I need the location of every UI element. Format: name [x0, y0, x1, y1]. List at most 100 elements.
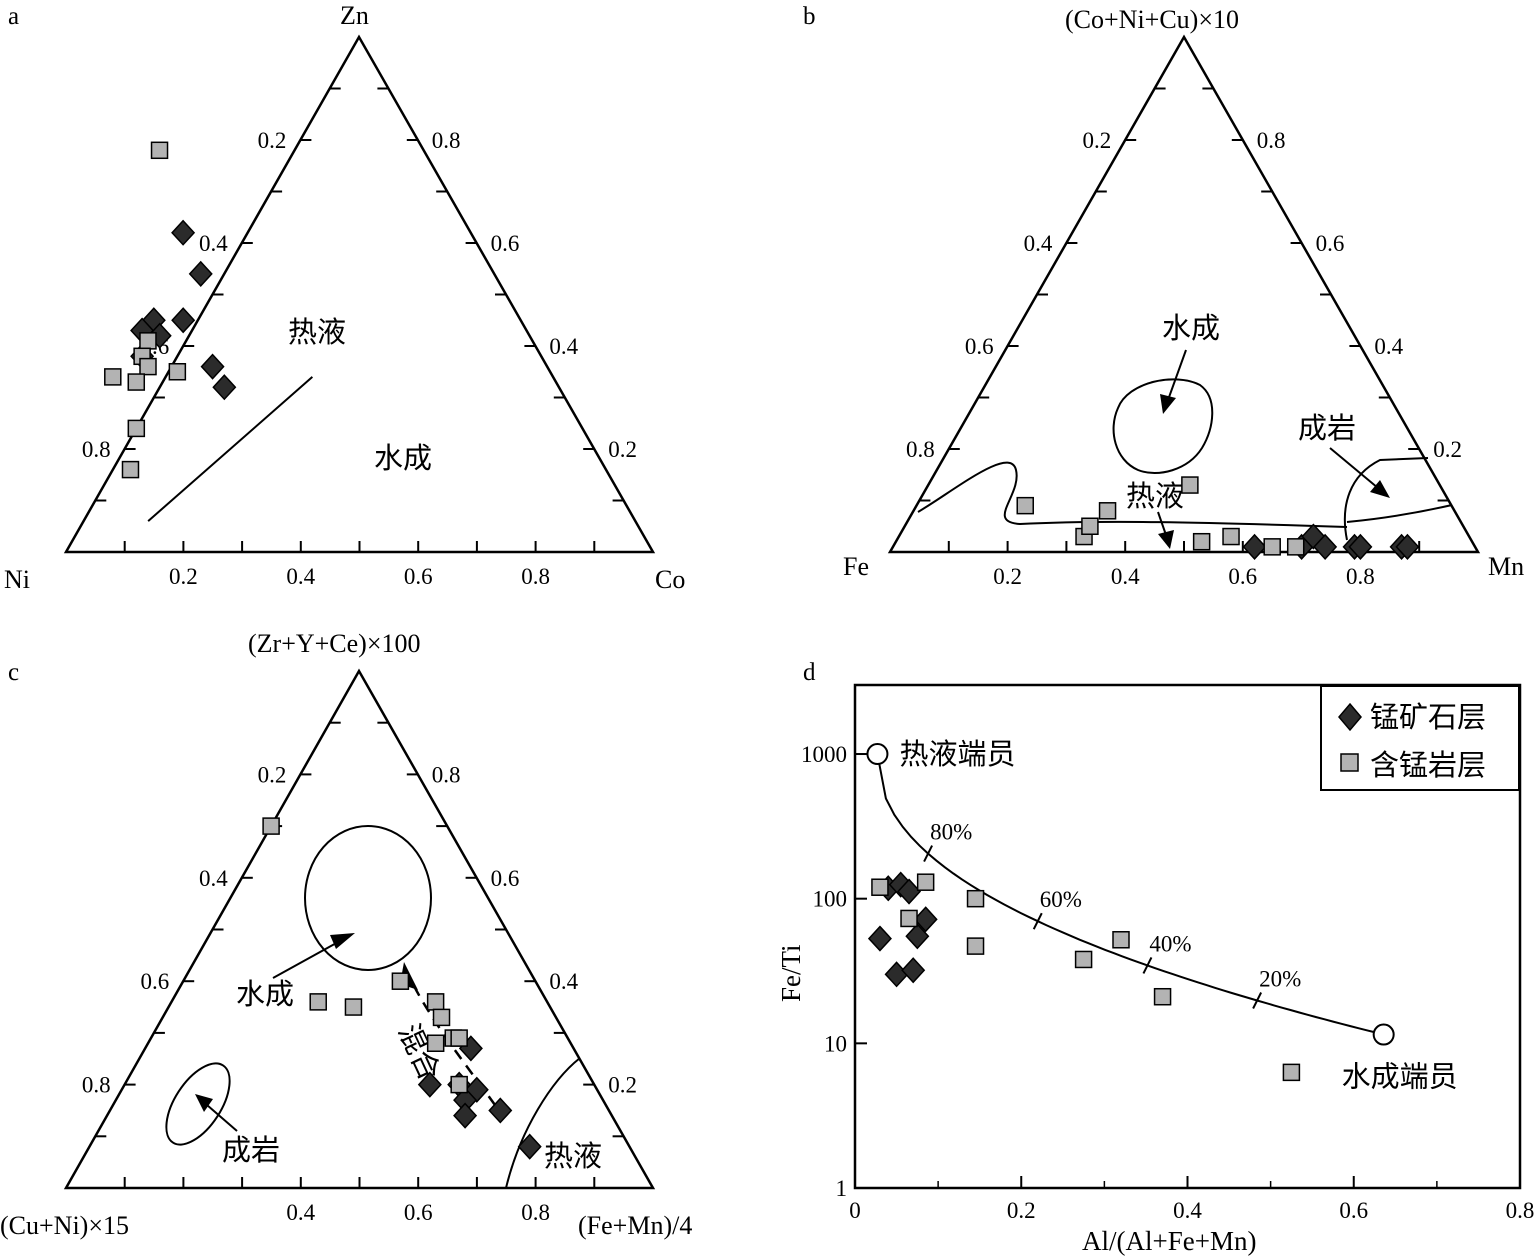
host-rock-point-marker — [127, 419, 146, 438]
endmember-marker — [1372, 1023, 1395, 1046]
vertex-label-zr-y-ce: (Zr+Y+Ce)×100 — [248, 629, 421, 658]
host-rock-point-marker — [426, 993, 445, 1011]
host-rock-point-marker — [1181, 476, 1199, 494]
ternary-chart-c: 0.2 0.4 0.6 0.8 0.8 0.6 0.4 0.2 0.4 0.6 0.8 (Zr+Y+… — [0, 629, 692, 1240]
ternary-ticks-c: 0.2 0.4 0.6 0.8 0.8 0.6 0.4 0.2 0.4 0.6 0.8 — [82, 721, 637, 1225]
region-label-hydrothermal-c: 热液 — [544, 1139, 602, 1173]
ore-point-marker — [1348, 533, 1373, 560]
x-tick-label: 0.4 — [1173, 1198, 1202, 1223]
bottom-edge-tick-label: 0.4 — [286, 564, 315, 589]
panel-label-d: d — [803, 659, 816, 686]
diagenetic-field-c — [165, 1062, 231, 1146]
region-label-diagenetic-b: 成岩 — [1298, 411, 1356, 445]
hydrogenous-field-b — [1112, 378, 1214, 474]
right-edge-tick-label: 0.6 — [491, 231, 520, 256]
right-edge-tick-label: 0.8 — [432, 762, 461, 787]
bottom-edge-tick-label: 0.6 — [404, 564, 433, 589]
mixing-percent-label: 40% — [1149, 931, 1191, 956]
ore-point-marker — [867, 925, 892, 952]
left-edge-tick-label: 0.4 — [199, 866, 228, 891]
bottom-edge-tick-label: 0.6 — [1228, 564, 1257, 589]
ternary-frame-a — [63, 34, 656, 554]
host-rock-point-marker — [426, 1034, 445, 1052]
ore-point-marker — [453, 1102, 478, 1129]
right-edge-tick-label: 0.2 — [1433, 437, 1462, 462]
x-axis-title-d: Al/(Al+Fe+Mn) — [1082, 1226, 1256, 1256]
ternary-chart-b: 0.2 0.4 0.6 0.8 0.8 0.6 0.4 0.2 0.2 0.4 0.6 0.8 (Co… — [843, 5, 1524, 589]
x-tick-label: 0.2 — [1007, 1198, 1036, 1223]
ore-point-marker — [488, 1097, 513, 1124]
host-rock-point-marker — [344, 998, 363, 1016]
host-rock-point-marker — [121, 460, 140, 479]
region-label-hydrothermal-b: 热液 — [1126, 479, 1184, 513]
legend-d: 锰矿石层 含锰岩层 — [1320, 685, 1520, 791]
vertex-label-co: Co — [655, 565, 685, 594]
left-edge-tick-label: 0.6 — [140, 969, 169, 994]
region-label-hydrogenous-c: 水成 — [236, 977, 294, 1011]
ternary-ticks-a: 0.20.40.60.80.80.60.40.20.20.40.60.8 — [82, 87, 637, 589]
host-rock-point-marker — [900, 909, 918, 928]
host-rock-point-marker — [450, 1075, 468, 1094]
vertex-label-co-ni-cu: (Co+Ni+Cu)×10 — [1065, 5, 1239, 34]
region-label-hydrogenous-a: 水成 — [374, 441, 432, 475]
ore-point-marker — [1313, 533, 1338, 560]
boundary-line-a — [147, 376, 314, 522]
host-rock-point-marker — [1282, 1063, 1301, 1082]
ore-point-marker — [188, 260, 213, 288]
scatter-chart-d: 0 0.2 0.4 0.6 0.8 1 10 100 1000 Al/(Al+Fe+Mn) Fe… — [776, 683, 1534, 1256]
hydrothermal-field-b — [917, 461, 1348, 528]
axes-d: 0 0.2 0.4 0.6 0.8 1 10 100 1000 — [801, 742, 1534, 1223]
data-points-d — [867, 871, 1301, 1082]
hydrothermal-field-c — [505, 1057, 581, 1189]
mixing-percent-tick — [1142, 956, 1153, 974]
region-label-mixing-c: 混合 — [392, 1019, 447, 1086]
left-edge-tick-label: 0.8 — [906, 437, 935, 462]
host-rock-point-marker — [1081, 517, 1099, 535]
mixing-curve-labels-d: 80% 60% 40% 20% — [923, 820, 1301, 1009]
x-tick-label: 0.6 — [1339, 1198, 1368, 1223]
mixing-percent-label: 80% — [930, 820, 972, 845]
ternary-chart-a: 0.20.40.60.80.80.60.40.20.20.40.60.8 Zn … — [4, 1, 685, 594]
ore-point-marker — [884, 961, 909, 988]
mixing-percent-tick — [1032, 912, 1043, 930]
ore-point-marker — [897, 878, 922, 905]
right-edge-tick-label: 0.2 — [608, 1073, 637, 1098]
mixing-curve-d — [876, 753, 1384, 1036]
host-rock-point-marker — [871, 878, 889, 896]
vertex-label-cu-ni: (Cu+Ni)×15 — [0, 1211, 129, 1240]
y-tick-label: 100 — [813, 887, 848, 912]
vertex-label-ni: Ni — [4, 565, 30, 594]
right-edge-tick-label: 0.2 — [608, 437, 637, 462]
host-rock-point-marker — [309, 993, 327, 1011]
bottom-edge-tick-label: 0.8 — [521, 564, 550, 589]
bottom-edge-tick-label: 0.2 — [993, 564, 1022, 589]
legend-diamond-icon — [1338, 702, 1362, 732]
host-rock-point-marker — [966, 889, 985, 908]
ore-point-marker — [1395, 533, 1420, 560]
data-points-b — [1016, 476, 1420, 560]
ore-point-marker — [171, 219, 196, 246]
left-edge-tick-label: 0.2 — [258, 128, 287, 153]
y-tick-label: 10 — [824, 1031, 847, 1056]
vertex-label-zn: Zn — [340, 1, 369, 30]
y-tick-label: 1 — [836, 1176, 848, 1201]
mixing-percent-label: 60% — [1040, 887, 1082, 912]
data-points-a — [104, 141, 237, 479]
right-edge-tick-label: 0.8 — [432, 128, 461, 153]
host-rock-point-marker — [966, 937, 985, 955]
host-rock-point-marker — [916, 873, 935, 891]
region-label-hydrothermal-a: 热液 — [288, 315, 346, 349]
mixing-percent-label: 20% — [1259, 966, 1301, 991]
y-axis-title-d: Fe/Ti — [776, 944, 806, 1002]
ore-point-marker — [901, 957, 926, 984]
host-rock-point-marker — [139, 357, 157, 376]
left-edge-tick-label: 0.8 — [82, 437, 111, 462]
host-rock-point-marker — [1016, 496, 1034, 515]
host-rock-point-marker — [168, 363, 187, 381]
host-rock-point-marker — [139, 332, 157, 350]
right-edge-tick-label: 0.4 — [549, 969, 578, 994]
legend-label-ore: 锰矿石层 — [1370, 700, 1486, 734]
vertex-label-fe: Fe — [843, 552, 869, 581]
